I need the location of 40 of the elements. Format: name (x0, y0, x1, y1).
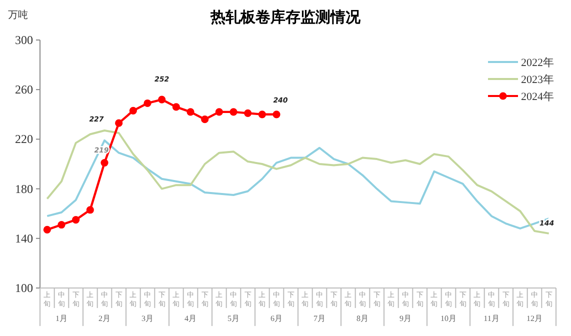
point (144, 99, 152, 108)
point (129, 106, 137, 114)
point (58, 220, 66, 229)
y-tick-label: 140 (15, 231, 33, 246)
y-tick-label: 100 (15, 281, 33, 295)
text: 10月 (440, 314, 456, 323)
point (186, 108, 194, 116)
point (86, 206, 94, 214)
text: 5月 (228, 314, 240, 323)
point (100, 158, 108, 167)
text: 6月 (270, 314, 282, 323)
y-tick-label: 260 (15, 82, 33, 97)
point (72, 216, 80, 224)
point (115, 119, 123, 127)
legend-label: 2022年 (521, 57, 554, 69)
point (258, 110, 266, 118)
legend-label: 2023年 (521, 74, 554, 86)
legend-label: 2024年 (521, 91, 554, 103)
point (230, 108, 238, 116)
text: 11月 (484, 314, 500, 323)
text: 9月 (400, 314, 412, 323)
y-tick-label: 300 (15, 33, 33, 47)
text: 8月 (356, 314, 368, 323)
point (43, 226, 51, 234)
chart-title: 热轧板卷库存监测情况 (210, 8, 362, 26)
point (172, 103, 180, 111)
point (272, 110, 280, 118)
point (215, 108, 223, 116)
text: 3月 (142, 314, 154, 323)
point (158, 96, 166, 104)
text: 1月 (56, 314, 68, 323)
y-tick-label: 180 (15, 182, 33, 196)
text: 4月 (184, 314, 196, 323)
point (244, 109, 252, 117)
y-tick-label: 220 (15, 132, 33, 146)
text: 7月 (314, 314, 326, 323)
point (201, 116, 209, 124)
y-axis-title: 万吨 (8, 9, 28, 21)
text: 2月 (98, 314, 110, 323)
text: 12月 (526, 314, 542, 323)
